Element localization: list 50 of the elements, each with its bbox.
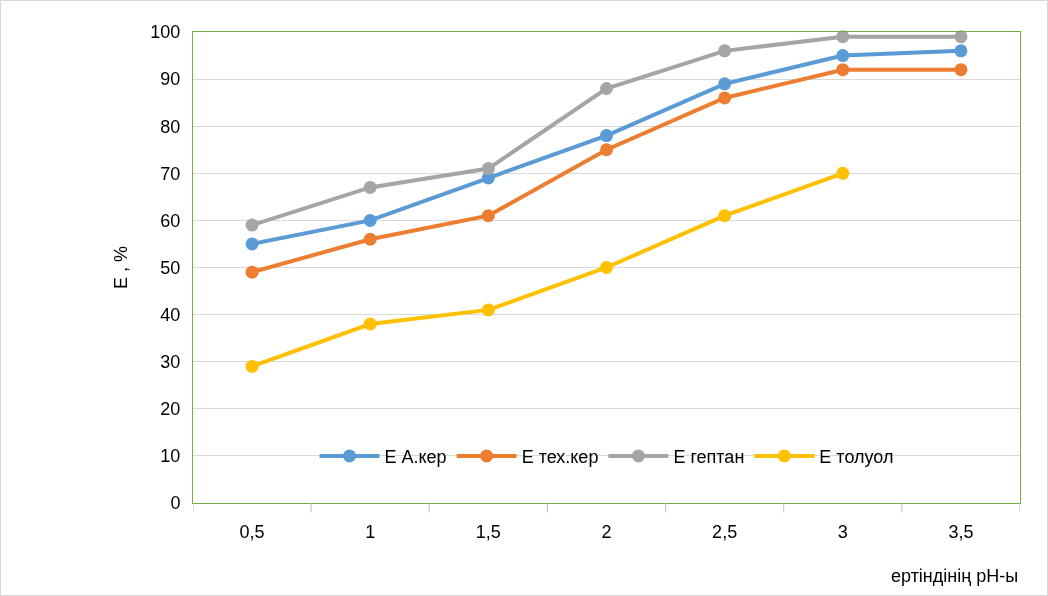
x-tick-label: 2,5: [712, 521, 738, 542]
point: [600, 82, 613, 96]
point: [600, 261, 613, 274]
point: [954, 44, 968, 58]
point: [836, 49, 850, 63]
y-tick-label: 20: [160, 399, 181, 420]
point: [836, 166, 850, 180]
point: [481, 162, 495, 176]
point: [836, 30, 850, 44]
point: [481, 209, 495, 223]
point: [718, 44, 732, 58]
y-tick-label: 90: [160, 69, 181, 90]
y-tick-label: 40: [160, 304, 181, 325]
point: [363, 213, 377, 227]
x-tick-label: 3,5: [948, 521, 974, 542]
legend-label: Е А.кер: [384, 446, 447, 467]
point: [954, 30, 968, 44]
y-tick-label: 80: [160, 116, 181, 137]
x-axis-title: ертіндінің pH-ы: [891, 566, 1019, 586]
y-axis-title: Е , %: [110, 245, 131, 290]
point: [600, 129, 613, 143]
x-tick-label: 1: [365, 521, 376, 542]
y-tick-label: 10: [160, 446, 181, 467]
y-tick-label: 50: [160, 257, 181, 278]
y-tick-label: 70: [160, 163, 181, 184]
point: [600, 143, 613, 157]
point: [363, 317, 377, 331]
point: [245, 359, 259, 373]
point: [245, 218, 259, 232]
point: [481, 303, 495, 317]
point: [245, 237, 259, 251]
point: [363, 232, 377, 246]
x-tick-label: 2: [601, 521, 612, 542]
x-tick-label: 0,5: [239, 521, 265, 542]
legend-label: Е толуол: [819, 446, 894, 467]
y-tick-label: 60: [160, 210, 181, 231]
point: [718, 209, 732, 223]
legend-label: Е тех.кер: [521, 446, 599, 467]
point: [718, 77, 732, 91]
point: [836, 63, 850, 77]
x-tick-label: 3: [837, 521, 848, 542]
y-tick-label: 100: [150, 22, 181, 43]
point: [954, 63, 968, 77]
x-tick-label: 1,5: [475, 521, 501, 542]
legend-label: Е гептан: [673, 446, 745, 467]
y-tick-label: 0: [170, 493, 181, 514]
point: [245, 265, 259, 279]
point: [363, 180, 377, 194]
point: [718, 91, 732, 105]
y-tick-label: 30: [160, 352, 181, 372]
